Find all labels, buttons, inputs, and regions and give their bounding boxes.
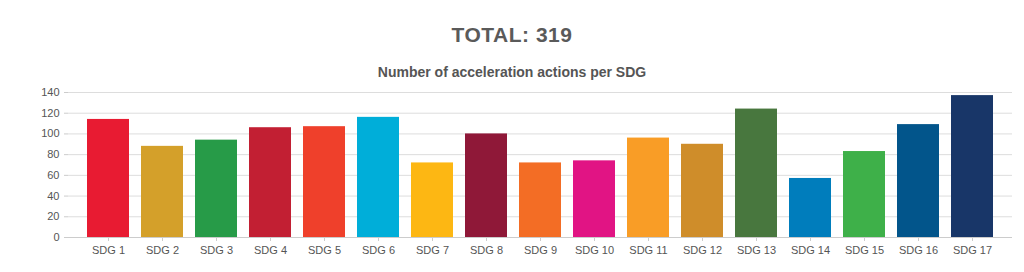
svg-text:0: 0 — [53, 231, 59, 243]
svg-text:SDG 10: SDG 10 — [575, 244, 614, 256]
svg-text:SDG 9: SDG 9 — [524, 244, 557, 256]
svg-text:140: 140 — [41, 86, 59, 98]
svg-text:SDG 17: SDG 17 — [953, 244, 992, 256]
svg-text:100: 100 — [41, 127, 59, 139]
svg-text:SDG 2: SDG 2 — [146, 244, 179, 256]
svg-text:60: 60 — [47, 169, 59, 181]
html-text:TOTAL: 319: TOTAL: 319 — [451, 23, 573, 46]
svg-text:SDG 14: SDG 14 — [791, 244, 830, 256]
svg-text:120: 120 — [41, 107, 59, 119]
svg-text:SDG 4: SDG 4 — [254, 244, 287, 256]
svg-text:20: 20 — [47, 210, 59, 222]
svg-text:SDG 16: SDG 16 — [899, 244, 938, 256]
svg-text:SDG 6: SDG 6 — [362, 244, 395, 256]
svg-text:SDG 5: SDG 5 — [308, 244, 341, 256]
svg-text:SDG 7: SDG 7 — [416, 244, 449, 256]
svg-text:SDG 11: SDG 11 — [629, 244, 667, 256]
svg-text:SDG 1: SDG 1 — [92, 244, 125, 256]
html-text:Number of acceleration actions: Number of acceleration actions per SDG — [377, 64, 647, 80]
svg-text:SDG 12: SDG 12 — [683, 244, 722, 256]
svg-text:40: 40 — [47, 190, 59, 202]
svg-text:SDG 15: SDG 15 — [845, 244, 884, 256]
svg-text:SDG 3: SDG 3 — [200, 244, 233, 256]
svg-text:SDG 8: SDG 8 — [470, 244, 503, 256]
svg-text:80: 80 — [47, 148, 59, 160]
svg-text:SDG 13: SDG 13 — [737, 244, 776, 256]
